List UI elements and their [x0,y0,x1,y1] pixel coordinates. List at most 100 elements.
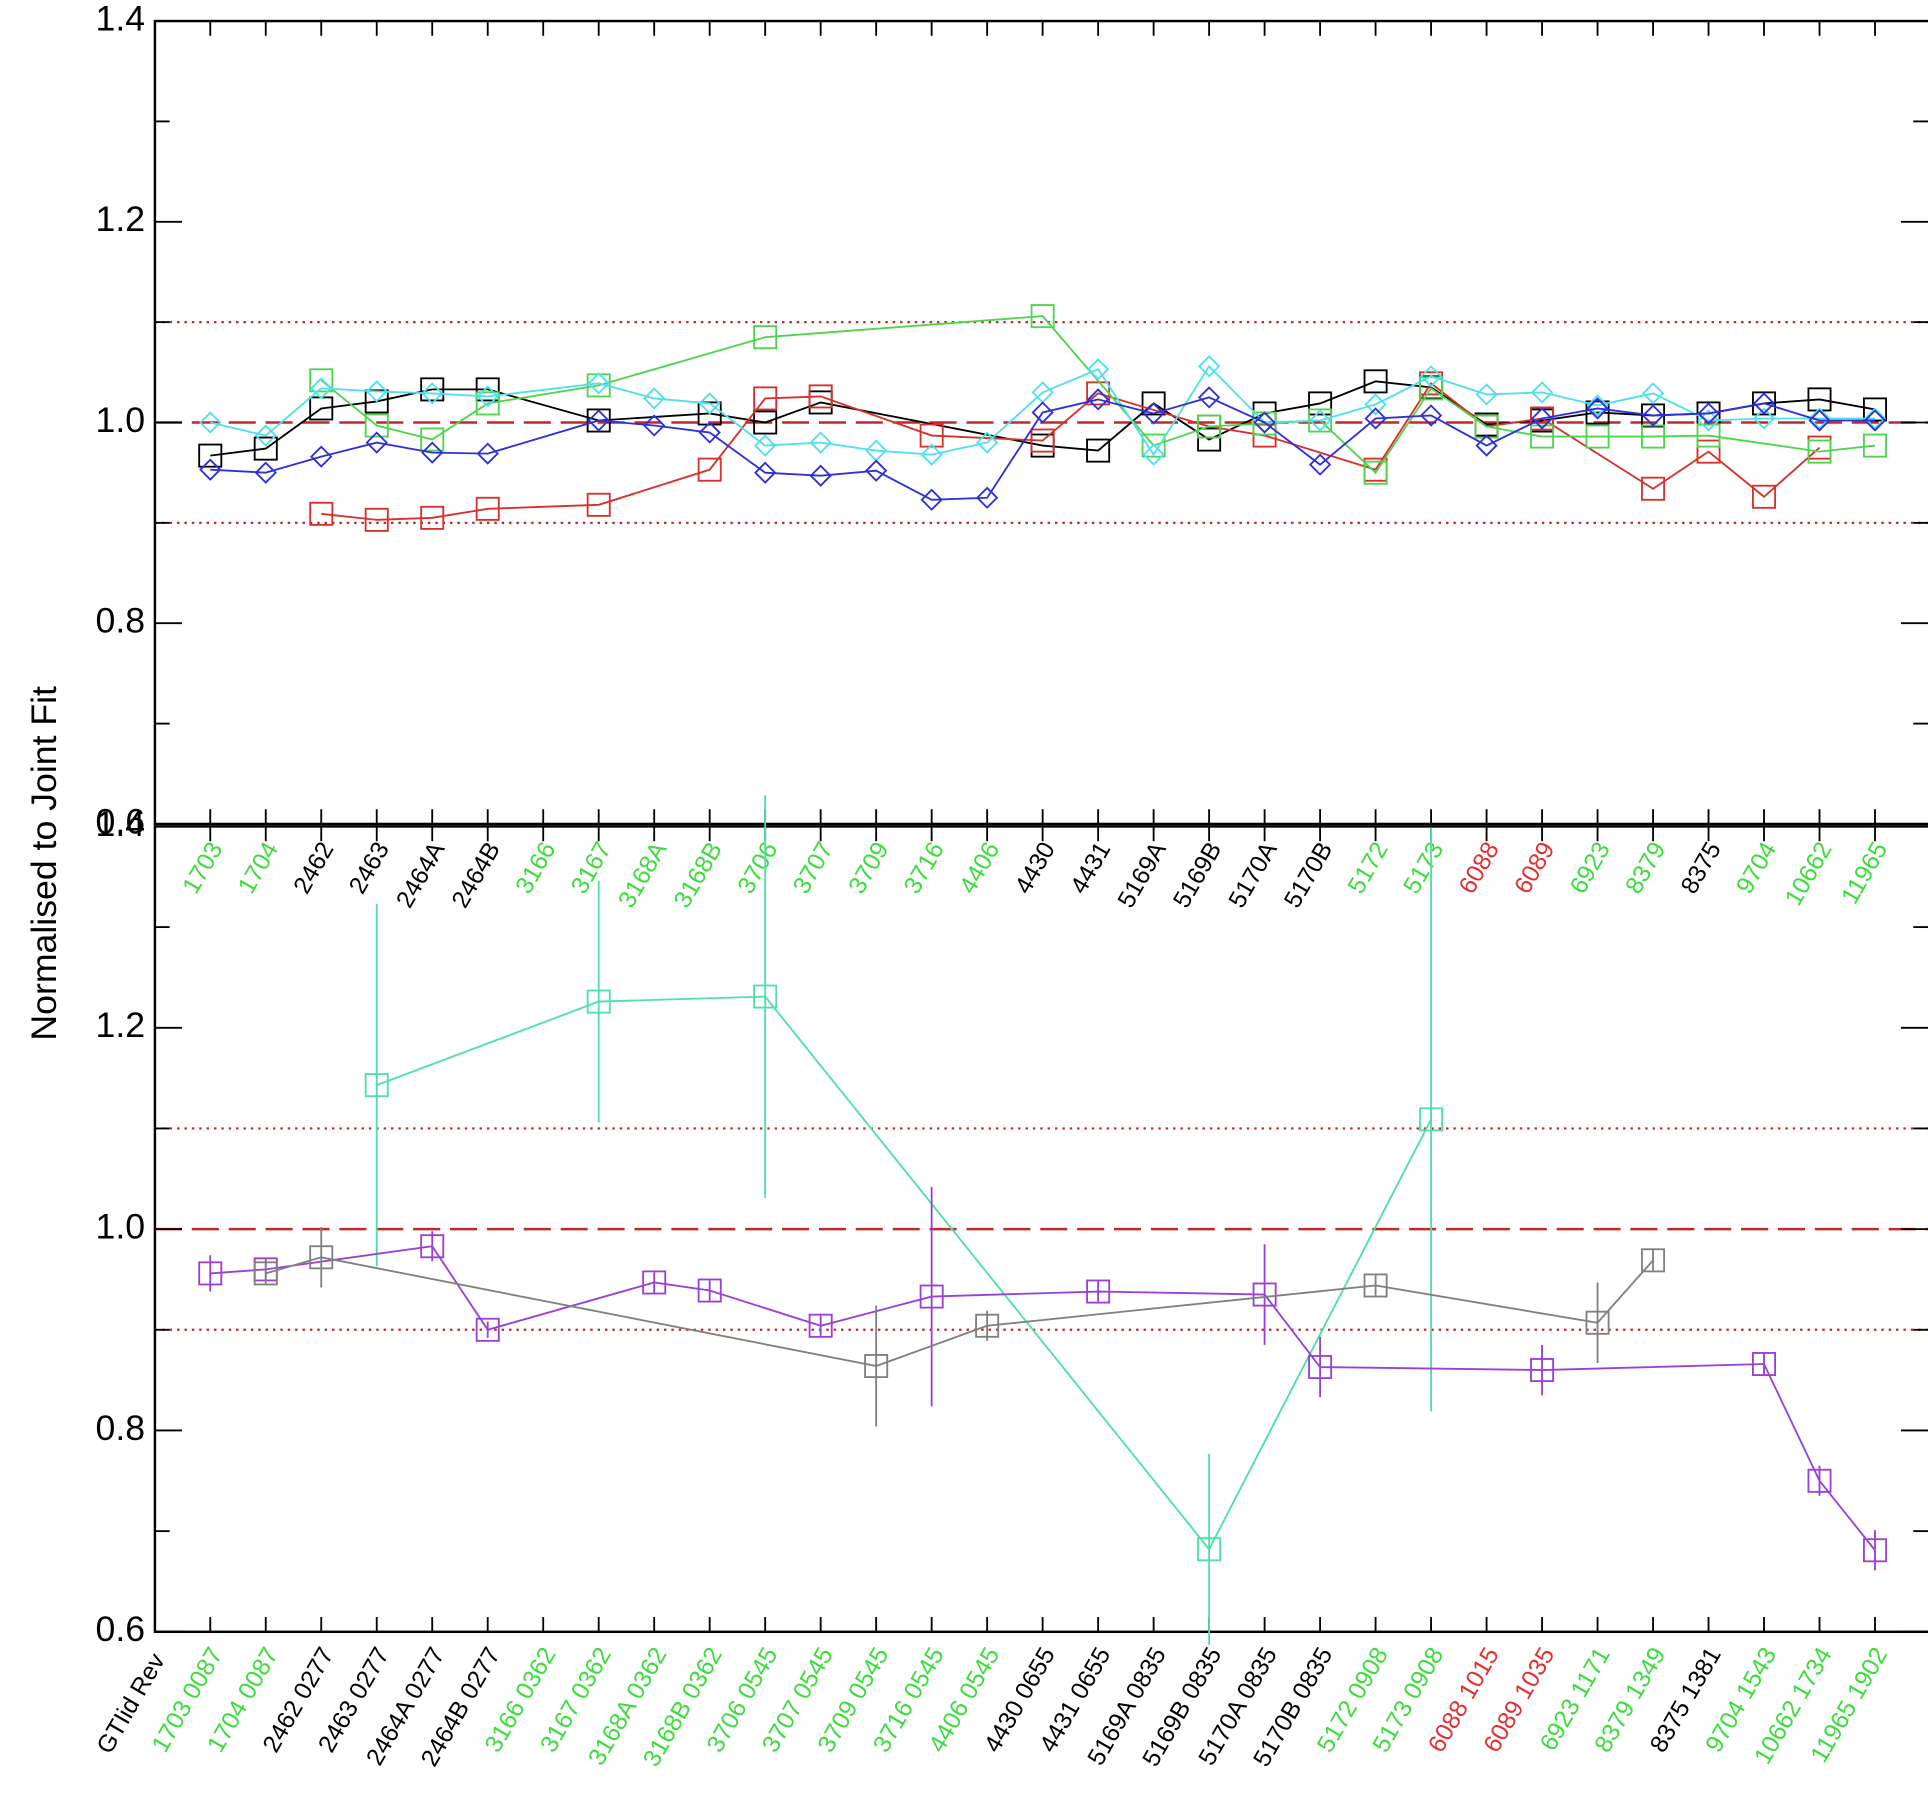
y-tick-label: 1.2 [96,1005,146,1045]
x-tick-label: 5172 [1343,838,1394,899]
marker [1252,423,1277,448]
series-line [265,1256,1654,1367]
marker [365,380,388,403]
x-tick-label: 5169A [1113,837,1172,913]
marker [976,486,999,509]
x-tick-label: 5169B [1168,838,1227,913]
x-tick-label: 3706 [733,838,784,899]
marker [697,401,722,426]
marker [586,989,611,1014]
x-tick-label: 4406 [955,838,1006,899]
marker [1308,391,1333,416]
marker [919,423,944,448]
marker [864,1354,889,1379]
x-tick-label: 11965 [1837,838,1894,909]
series-line [321,382,1821,521]
marker [1308,453,1332,476]
marker [1752,1352,1777,1377]
x-tick-label: 4430 [1010,838,1061,899]
x-tick-label: 3709 [844,838,895,899]
marker [476,385,499,408]
marker [420,1234,445,1259]
marker [1142,402,1165,425]
marker [698,392,721,415]
marker [1863,409,1887,432]
marker [199,411,222,434]
marker [1641,1248,1666,1273]
marker [1031,401,1054,424]
marker [1752,484,1777,509]
x-tick-label: 1703 [178,838,229,899]
marker [1586,394,1609,417]
y-tick-label: 1.0 [96,1207,146,1247]
marker [809,464,832,487]
marker [420,427,445,452]
marker [1308,409,1332,432]
marker [865,459,888,482]
marker [1308,1355,1333,1380]
marker [1641,404,1665,427]
x-tick-label: 3166 [511,838,562,899]
x-tick-label: 3707 [788,838,839,899]
x-tick-label: 2463 [344,838,395,899]
x-tick-label: 3167 [566,838,617,899]
marker [976,431,999,454]
x-tick-label: 2464B [447,838,506,913]
marker [1475,434,1498,457]
marker [1363,1273,1388,1298]
marker [1863,433,1887,458]
marker [364,413,389,438]
marker [253,1261,278,1286]
marker [754,434,777,457]
marker [754,461,777,484]
marker [198,443,223,468]
y-tick-label: 0.6 [96,801,146,841]
marker [1086,438,1111,463]
marker [1752,392,1776,415]
marker [1363,369,1388,394]
marker [1641,382,1665,405]
marker [364,1073,389,1098]
marker [975,1313,1000,1338]
y-tick-label: 1.0 [96,400,146,440]
marker [1530,407,1554,430]
marker [587,409,610,432]
x-tick-label: 2462 [289,838,340,899]
marker [697,1278,722,1303]
y-tick-label: 1.4 [96,804,146,844]
marker [364,389,389,414]
y-tick-label: 0.6 [96,1609,146,1649]
marker [1863,407,1887,430]
marker [1030,304,1055,329]
marker [919,1284,944,1309]
y-tick-label: 1.4 [96,0,146,38]
marker [1086,388,1110,411]
marker [1530,1358,1555,1383]
marker [697,457,722,482]
y-tick-label: 0.8 [96,601,146,641]
x-tick-label: 5173 [1399,838,1450,899]
marker [808,384,833,409]
marker [476,442,499,465]
marker [475,377,500,402]
marker [475,391,500,416]
y-axis-label: Normalised to Joint Fit [24,686,64,1041]
x-tick-label: 3716 [899,838,950,899]
marker [198,1261,223,1286]
marker [1474,414,1499,439]
marker [420,377,445,402]
marker [642,1270,667,1295]
marker [309,501,334,526]
marker [1807,439,1832,464]
marker [309,1245,334,1270]
marker [920,443,943,466]
x-tick-label: 3168B [669,838,728,913]
marker [1419,404,1443,427]
marker [253,436,278,461]
marker [1197,355,1221,378]
marker [1197,386,1221,409]
x-tick-label: 8375 [1676,838,1727,899]
marker [1363,460,1388,485]
marker [1142,443,1165,466]
